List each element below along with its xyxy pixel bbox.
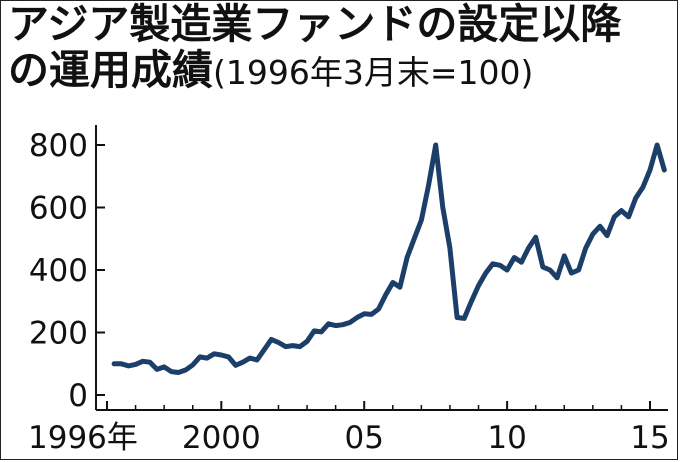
x-tick-label-2000: 2000 <box>182 420 261 456</box>
x-ticks: 1996年 2000 05 10 15 <box>28 401 670 456</box>
y-tick-label-200: 200 <box>29 316 88 352</box>
y-tick-label-600: 600 <box>29 191 88 227</box>
plot-series <box>111 142 667 375</box>
x-tick-label-2005: 05 <box>344 420 383 456</box>
x-axis: 1996年 2000 05 10 15 <box>28 401 670 456</box>
chart-title-line2: の運用成績(1996年3月末=100) <box>8 45 672 94</box>
y-axis: 0 200 400 600 800 <box>29 125 105 414</box>
chart-title-block: アジア製造業ファンドの設定以降 の運用成績(1996年3月末=100) <box>8 0 672 94</box>
chart-title-line1: アジア製造業ファンドの設定以降 <box>8 0 622 48</box>
chart-subtitle: (1996年3月末=100) <box>213 52 534 92</box>
x-tick-label-1996: 1996年 <box>28 420 138 456</box>
y-tick-label-0: 0 <box>68 378 88 414</box>
y-ticks: 0 200 400 600 800 <box>29 128 105 414</box>
x-tick-label-2015: 15 <box>630 420 669 456</box>
y-tick-label-400: 400 <box>29 253 88 289</box>
chart-title-line2-main: の運用成績 <box>8 45 213 94</box>
x-tick-label-2010: 10 <box>487 420 526 456</box>
series-line-0 <box>111 142 667 375</box>
y-tick-label-800: 800 <box>29 128 88 164</box>
